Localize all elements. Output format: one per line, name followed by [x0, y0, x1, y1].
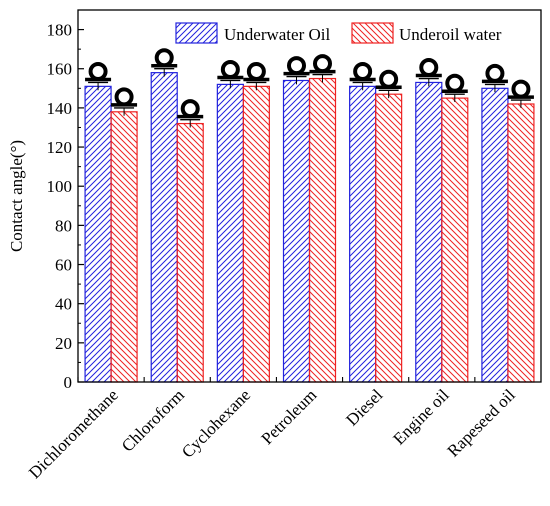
- bar-underwater-oil-rapeseed-oil: [481, 87, 509, 383]
- y-tick-label: 20: [55, 334, 72, 353]
- y-tick-label: 40: [55, 295, 72, 314]
- y-tick-label: 80: [55, 216, 72, 235]
- droplet-icon: [441, 73, 468, 93]
- droplet-icon: [151, 48, 178, 68]
- y-tick-label: 0: [64, 373, 73, 392]
- bar-underoil-water-dichloromethane: [110, 111, 138, 383]
- legend-swatch-underoil-water: [351, 22, 394, 44]
- x-tick-label-diesel: Diesel: [342, 385, 386, 429]
- plot-frame: [77, 9, 542, 383]
- bars-layer: [84, 68, 535, 383]
- droplet-icon: [217, 59, 244, 80]
- bar-underwater-oil-engine-oil: [415, 81, 443, 383]
- y-tick-label: 120: [47, 138, 73, 157]
- droplet-icon: [415, 58, 442, 78]
- legend-label-underoil-water: Underoil water: [399, 25, 502, 44]
- y-axis-title: Contact angle(°): [7, 140, 26, 252]
- bar-underoil-water-diesel: [375, 93, 403, 383]
- y-tick-label: 100: [47, 177, 73, 196]
- y-tick-label: 60: [55, 256, 72, 275]
- x-tick-label-engine-oil: Engine oil: [389, 385, 452, 448]
- x-tick-label-petroleum: Petroleum: [257, 385, 320, 448]
- bar-underwater-oil-dichloromethane: [84, 85, 112, 383]
- droplet-icon: [177, 99, 204, 119]
- droplet-icon: [85, 61, 112, 82]
- droplet-icon: [243, 61, 270, 82]
- droplet-icon: [349, 61, 376, 82]
- droplet-icon: [507, 79, 534, 99]
- bar-underwater-oil-petroleum: [282, 79, 311, 383]
- bar-underoil-water-cyclohexane: [242, 85, 270, 383]
- bar-underwater-oil-chloroform: [150, 72, 178, 383]
- droplet-icon: [309, 54, 336, 74]
- legend-label-underwater-oil: Underwater Oil: [224, 25, 330, 44]
- axis-ticks: 0 20 40 60 80 100 120 140 160 180: [47, 21, 476, 392]
- bar-underwater-oil-cyclohexane: [216, 83, 244, 383]
- y-tick-label: 180: [47, 21, 73, 40]
- bar-underwater-oil-diesel: [349, 85, 377, 383]
- bar-underoil-water-rapeseed-oil: [507, 103, 535, 383]
- droplet-icon: [481, 63, 508, 84]
- x-tick-label-chloroform: Chloroform: [118, 385, 188, 455]
- y-tick-label: 140: [47, 99, 73, 118]
- droplet-icon: [283, 56, 310, 76]
- bar-underoil-water-engine-oil: [441, 97, 469, 383]
- legend-swatch-underwater-oil: [175, 22, 218, 44]
- y-tick-label: 160: [47, 60, 73, 79]
- droplet-icon: [111, 87, 138, 107]
- legend: Underwater Oil Underoil water: [175, 22, 502, 44]
- bar-underoil-water-petroleum: [308, 77, 337, 383]
- x-tick-label-dichloromethane: Dichloromethane: [25, 385, 122, 482]
- droplet-icons-layer: [85, 48, 534, 119]
- x-tick-label-rapeseed-oil: Rapeseed oil: [444, 385, 519, 460]
- droplet-icon: [375, 69, 402, 90]
- bar-underoil-water-chloroform: [176, 122, 204, 383]
- x-tick-label-cyclohexane: Cyclohexane: [178, 385, 254, 461]
